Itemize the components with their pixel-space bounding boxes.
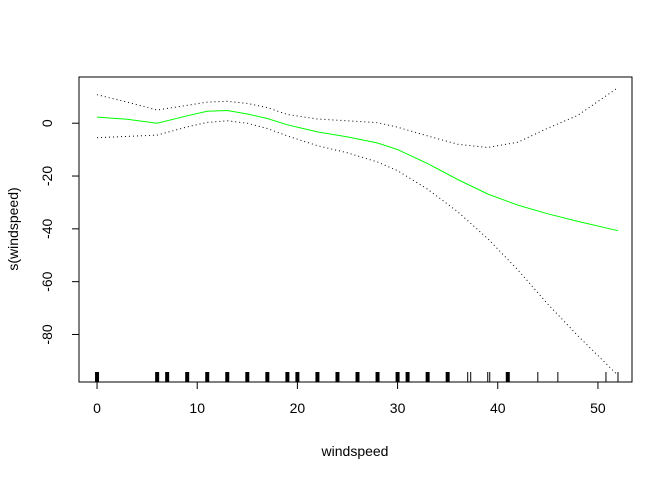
x-tick-label: 30	[390, 400, 406, 416]
x-tick-label: 50	[590, 400, 606, 416]
upper-confidence-line	[96, 87, 619, 149]
x-tick-label: 0	[93, 400, 101, 416]
x-tick-label: 20	[290, 400, 306, 416]
smooth-fit-line	[96, 109, 619, 232]
y-tick-label: -60	[39, 271, 55, 291]
x-tick-label: 40	[490, 400, 506, 416]
y-axis-label: s(windspeed)	[5, 187, 21, 270]
x-tick-label: 10	[189, 400, 205, 416]
plot-area	[95, 87, 619, 382]
x-axis-label: windspeed	[321, 443, 389, 459]
y-axis: 0 -20 -40 -60 -80	[39, 119, 80, 345]
y-tick-label: -80	[39, 324, 55, 344]
x-axis: 0 10 20 30 40 50	[93, 381, 606, 416]
y-tick-label: -20	[39, 166, 55, 186]
y-tick-label: -40	[39, 219, 55, 239]
y-tick-label: 0	[39, 119, 55, 127]
